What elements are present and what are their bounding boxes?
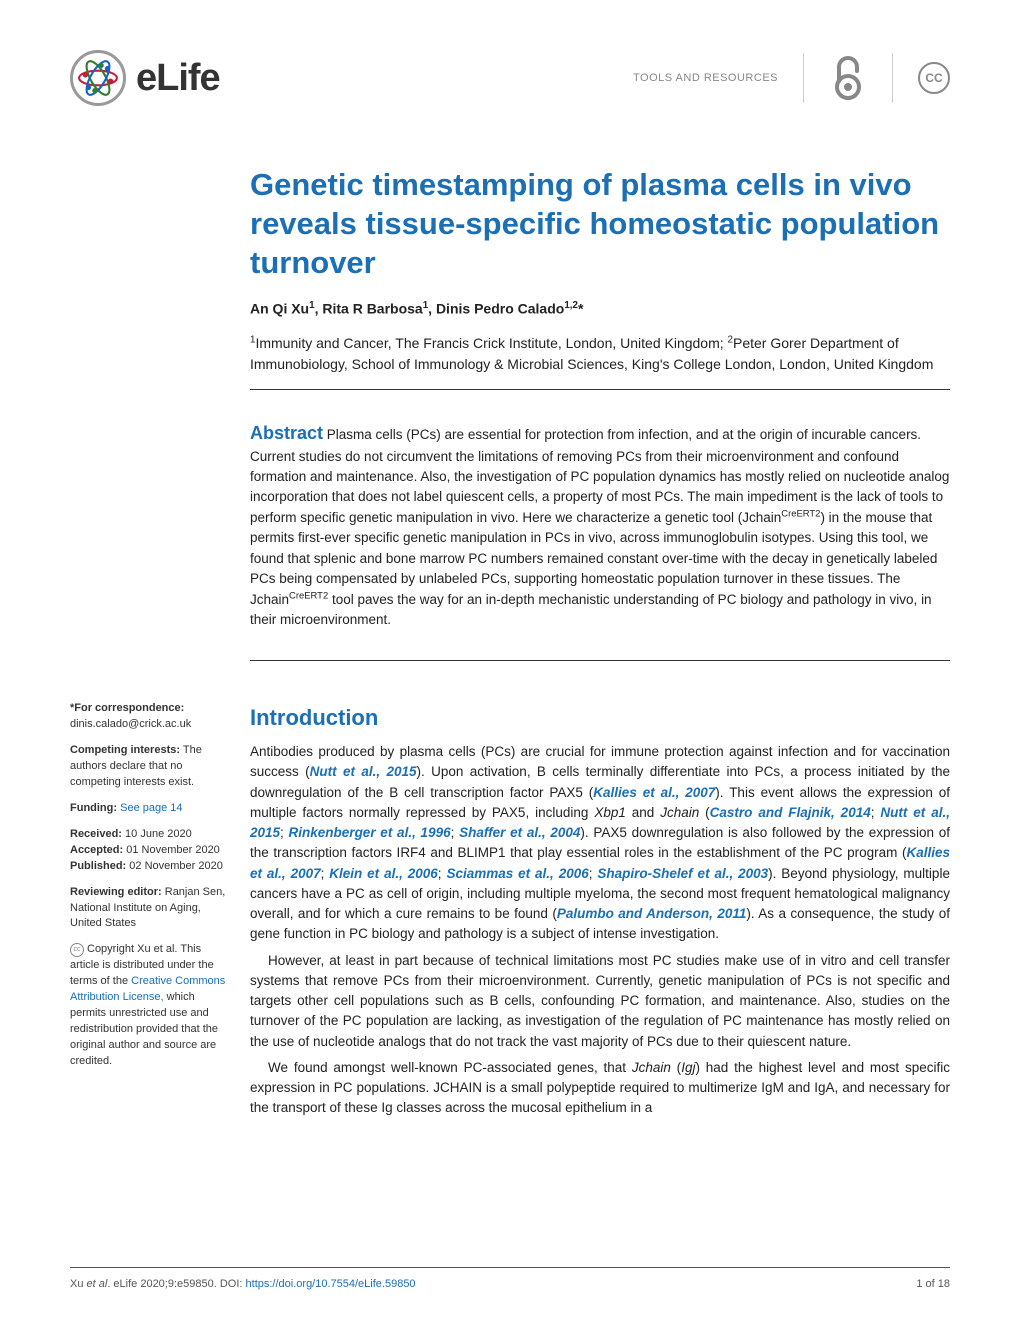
divider (803, 53, 804, 103)
article-title: Genetic timestamping of plasma cells in … (250, 166, 950, 282)
open-access-icon (829, 51, 867, 106)
article-section: TOOLS AND RESOURCES (633, 72, 778, 84)
intro-paragraph: Antibodies produced by plasma cells (PCs… (250, 742, 950, 945)
author-list: An Qi Xu1, Rita R Barbosa1, Dinis Pedro … (250, 300, 950, 317)
journal-name: eLife (136, 57, 220, 100)
accepted-date: 01 November 2020 (123, 844, 220, 856)
accepted-label: Accepted: (70, 844, 123, 856)
published-date: 02 November 2020 (126, 860, 223, 872)
published-label: Published: (70, 860, 126, 872)
article-sidebar: *For correspondence: dinis.calado@crick.… (70, 701, 230, 1125)
page-number: 1 of 18 (916, 1278, 950, 1290)
reviewing-editor-label: Reviewing editor: (70, 886, 162, 898)
journal-logo: eLife (70, 50, 220, 106)
abstract-label: Abstract (250, 423, 323, 443)
page-header: eLife TOOLS AND RESOURCES CC (70, 50, 950, 106)
article-body: Introduction Antibodies produced by plas… (250, 701, 950, 1125)
received-date: 10 June 2020 (122, 828, 192, 840)
cc-license-icon: CC (918, 62, 950, 94)
divider (892, 53, 893, 103)
copyright-notice: ccCopyright Xu et al. This article is di… (70, 942, 230, 1070)
elife-logo-icon (70, 50, 126, 106)
correspondence-email: dinis.calado@crick.ac.uk (70, 718, 191, 730)
abstract-text: Plasma cells (PCs) are essential for pro… (250, 427, 949, 627)
funding-label: Funding: (70, 802, 117, 814)
page-footer: Xu et al. eLife 2020;9:e59850. DOI: http… (70, 1267, 950, 1290)
intro-heading: Introduction (250, 701, 950, 734)
intro-paragraph: We found amongst well-known PC-associate… (250, 1058, 950, 1119)
correspondence-label: *For correspondence: (70, 702, 184, 714)
received-label: Received: (70, 828, 122, 840)
rule (250, 389, 950, 390)
header-meta: TOOLS AND RESOURCES CC (633, 51, 950, 106)
funding-link[interactable]: See page 14 (120, 802, 182, 814)
intro-paragraph: However, at least in part because of tec… (250, 951, 950, 1052)
footer-citation: Xu et al. eLife 2020;9:e59850. DOI: http… (70, 1278, 416, 1290)
abstract: Abstract Plasma cells (PCs) are essentia… (250, 420, 950, 661)
affiliations: 1Immunity and Cancer, The Francis Crick … (250, 333, 950, 375)
competing-label: Competing interests: (70, 744, 180, 756)
